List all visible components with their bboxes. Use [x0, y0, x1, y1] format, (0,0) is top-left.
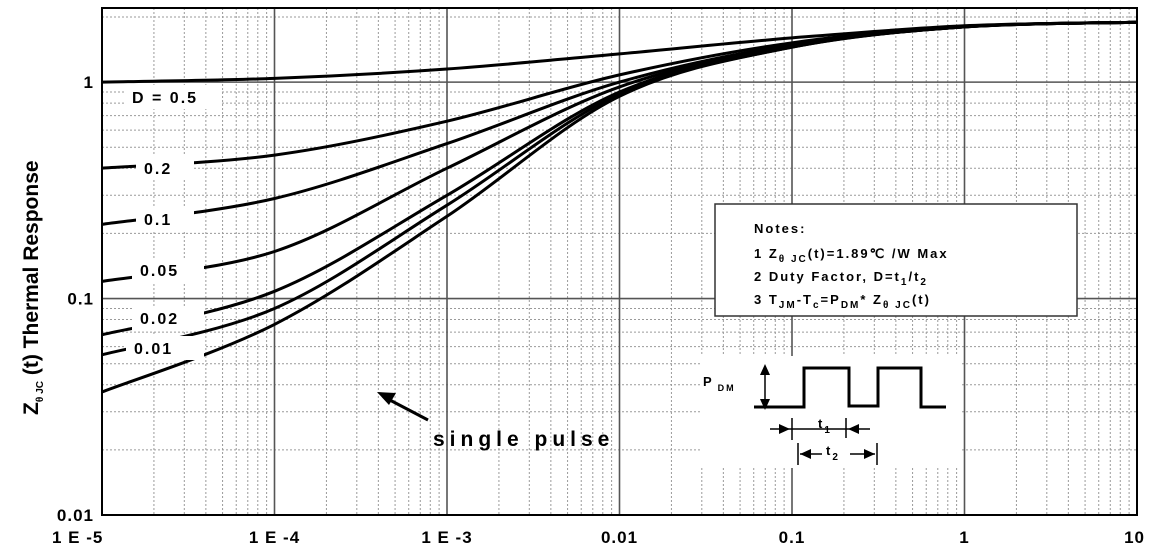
t1-arrow-left	[779, 424, 790, 434]
y-tick-label: 0.1	[67, 290, 94, 309]
pulse-diagram: P DM t1 t2	[700, 356, 962, 468]
t2-label-background	[822, 438, 850, 464]
y-tick-label: 0.01	[57, 506, 94, 525]
curve-label-box-0-02	[132, 306, 204, 330]
curve-label-0-05: 0.05	[140, 263, 179, 280]
curve-label-box-0-1	[136, 207, 194, 231]
x-tick-labels: 1 E -5 1 E -4 1 E -3 0.01 0.1 1 10	[52, 528, 1145, 547]
curve-label-0-1: 0.1	[144, 212, 172, 229]
t2-label: t2	[826, 443, 840, 463]
x-tick-label: 0.1	[779, 528, 806, 547]
x-tick-label: 0.01	[601, 528, 638, 547]
t1-label: t1	[818, 416, 832, 436]
y-tick-label: 1	[84, 73, 94, 92]
pdm-arrow-up	[760, 364, 770, 375]
note-1: 1 Zθ JC(t)=1.89℃ /W Max	[754, 246, 949, 265]
single-pulse-arrow	[385, 396, 429, 422]
notes-title: Notes:	[754, 221, 806, 236]
x-tick-label: 10	[1124, 528, 1145, 547]
curve-label-0-01: 0.01	[134, 341, 173, 358]
thermal-response-curves	[101, 20, 1138, 394]
pulse-waveform	[754, 366, 946, 409]
curve-label-box-0-01	[126, 336, 204, 360]
curve-label-box-0-2	[136, 156, 194, 180]
plot-frame	[101, 7, 1138, 516]
duty-factor-labels: D = 0.5 0.2 0.1 0.05 0.02 0.01	[124, 85, 220, 360]
notes-frame	[714, 203, 1078, 317]
x-tick-label: 1 E -5	[52, 528, 103, 547]
curve-single-pulse	[101, 20, 1138, 394]
t2-arrow-right	[864, 449, 875, 459]
pdm-label: P DM	[703, 374, 736, 393]
y-axis-label: ZθJC (t) Thermal Response	[20, 160, 46, 415]
curve-label-d-0-5: D = 0.5	[132, 90, 198, 107]
x-tick-label: 1 E -4	[249, 528, 300, 547]
curve-label-box-0-05	[132, 258, 204, 282]
curve-label-box-d-0-5	[124, 85, 220, 109]
x-tick-label: 1 E -3	[421, 528, 472, 547]
t1-arrow-right	[848, 424, 859, 434]
curve-label-0-02: 0.02	[140, 311, 179, 328]
y-tick-labels: 0.01 0.1 1	[57, 73, 94, 525]
curve-label-0-2: 0.2	[144, 161, 172, 178]
notes-box: Notes: 1 Zθ JC(t)=1.89℃ /W Max 2 Duty Fa…	[714, 203, 1078, 317]
single-pulse-label: single pulse	[433, 428, 614, 451]
single-pulse-arrowhead	[377, 392, 396, 405]
note-3: 3 TJM-Tc=PDM* Zθ JC(t)	[754, 292, 931, 311]
x-tick-label: 1	[959, 528, 969, 547]
single-pulse-annotation: single pulse	[377, 392, 614, 451]
note-2: 2 Duty Factor, D=t1/t2	[754, 269, 928, 288]
pdm-arrow-down	[760, 399, 770, 410]
t2-arrow-left	[800, 449, 811, 459]
